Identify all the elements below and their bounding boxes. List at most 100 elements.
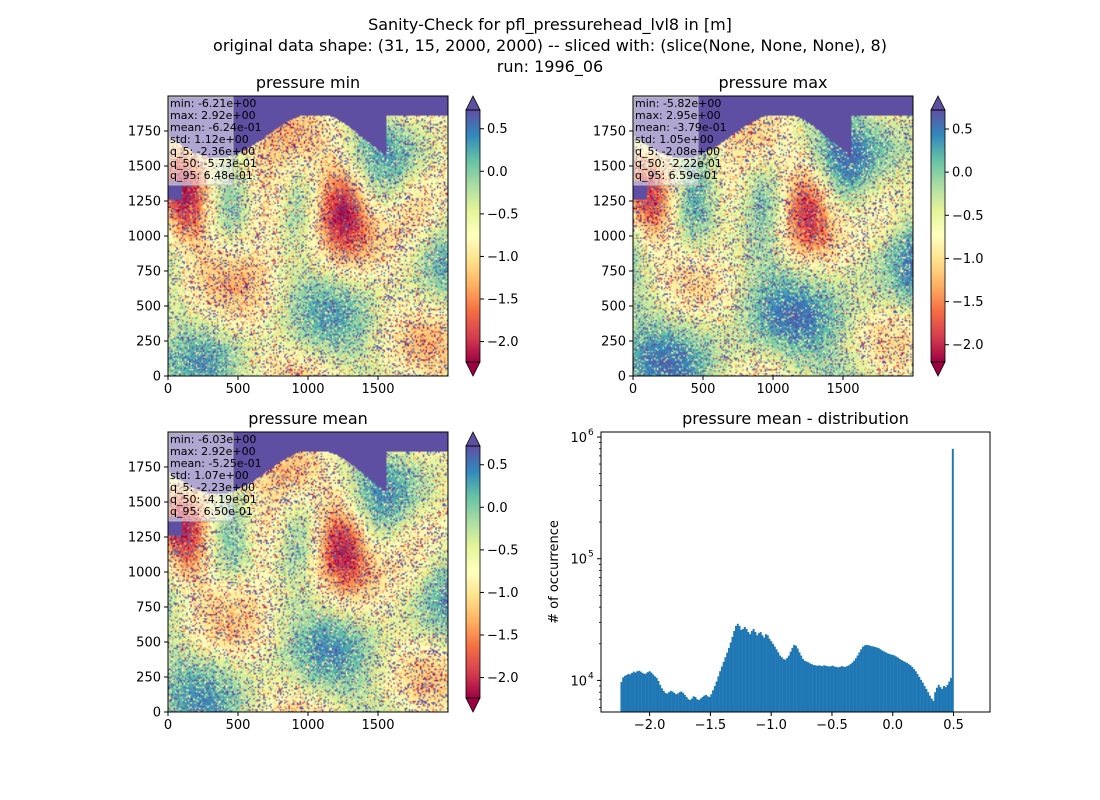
x-tick-label: 0.5 bbox=[943, 718, 964, 733]
y-tick-label: 10 bbox=[570, 431, 587, 446]
histogram-bar bbox=[809, 663, 812, 712]
histogram-bar bbox=[789, 651, 792, 712]
histogram-bar bbox=[699, 698, 702, 712]
stats-box bbox=[168, 96, 234, 186]
stats-line: std: 1.07e+00 bbox=[170, 469, 249, 482]
y-tick-exponent: 5 bbox=[588, 550, 594, 560]
histogram-bar bbox=[895, 656, 898, 712]
x-tick-label: 0.0 bbox=[882, 718, 903, 733]
histogram-bar bbox=[823, 665, 826, 712]
histogram-bar bbox=[916, 673, 919, 712]
histogram-bar bbox=[839, 666, 841, 712]
histogram-bar bbox=[835, 666, 838, 712]
histogram-bar bbox=[865, 644, 868, 712]
histogram-bar bbox=[923, 685, 926, 712]
colorbar-tick-label: −0.5 bbox=[487, 207, 519, 222]
x-tick-label: −1.0 bbox=[755, 718, 787, 733]
histogram-bar bbox=[830, 666, 833, 712]
stats-line: std: 1.12e+00 bbox=[170, 133, 249, 146]
histogram-bar bbox=[888, 653, 891, 712]
y-tick-exponent: 6 bbox=[588, 428, 594, 438]
histogram-bar bbox=[900, 660, 903, 712]
histogram-bar bbox=[941, 688, 944, 712]
histogram-bar bbox=[911, 666, 914, 712]
histogram-bar bbox=[943, 685, 945, 712]
histogram-bar bbox=[930, 698, 933, 712]
histogram-bar bbox=[828, 666, 831, 712]
colorbar-tick-label: −1.0 bbox=[487, 250, 519, 265]
histogram-bar bbox=[720, 666, 723, 712]
y-tick-label: 750 bbox=[601, 265, 626, 280]
colorbar-tick-label: −1.5 bbox=[952, 295, 984, 310]
stats-line: max: 2.92e+00 bbox=[170, 445, 256, 458]
histogram-bar bbox=[860, 649, 863, 712]
histogram-bar bbox=[814, 665, 817, 712]
histogram-bar bbox=[893, 655, 896, 712]
histogram-bar bbox=[870, 646, 873, 712]
histogram-bar bbox=[690, 698, 693, 712]
stats-line: q_95: 6.59e-01 bbox=[635, 169, 718, 182]
histogram-bar bbox=[854, 658, 857, 712]
histogram-bar bbox=[770, 641, 773, 712]
stats-line: q_50: -5.73e-01 bbox=[170, 157, 257, 170]
y-tick-label: 750 bbox=[136, 601, 161, 616]
y-tick-label: 750 bbox=[136, 265, 161, 280]
histogram-bar bbox=[851, 662, 854, 712]
histogram-bar bbox=[629, 674, 632, 712]
histogram-bar bbox=[775, 649, 778, 712]
histogram-bar bbox=[671, 691, 674, 712]
histogram-bar bbox=[638, 670, 641, 712]
histogram-bar bbox=[939, 687, 942, 712]
histogram-bar bbox=[780, 657, 783, 712]
colorbar-tick-label: −2.0 bbox=[952, 338, 984, 353]
histogram-bar bbox=[676, 693, 679, 712]
heatmap-panel-1: pressure min 0 500 1000 1500 0 250 500 750 1000 12… bbox=[128, 73, 519, 397]
histogram-bar bbox=[736, 623, 739, 712]
histogram-bar bbox=[777, 652, 780, 712]
histogram-bar bbox=[703, 695, 706, 712]
histogram-bar bbox=[653, 676, 656, 712]
y-tick-label: 1500 bbox=[128, 496, 161, 511]
histogram-bar bbox=[794, 645, 797, 712]
histogram-bar bbox=[660, 688, 663, 712]
x-tick-label: 0 bbox=[164, 718, 172, 733]
x-tick-label: 0 bbox=[629, 382, 637, 397]
histogram-bar bbox=[710, 694, 713, 712]
x-tick-label: 500 bbox=[691, 382, 716, 397]
histogram-bar bbox=[648, 671, 651, 712]
stats-line: q_5: -2.23e+00 bbox=[170, 481, 255, 494]
stats-line: min: -5.82e+00 bbox=[635, 97, 721, 110]
colorbar-tick-label: −1.5 bbox=[487, 629, 519, 644]
histogram-bar bbox=[821, 666, 824, 712]
histogram-bar bbox=[623, 675, 626, 712]
histogram-bar bbox=[791, 647, 794, 712]
colorbar: 0.5 0.0 −0.5 −1.0 −1.5 −2.0 bbox=[930, 95, 984, 377]
histogram-bar bbox=[698, 700, 700, 712]
histogram-bar bbox=[643, 673, 646, 712]
colorbar-gradient bbox=[466, 446, 480, 698]
colorbar-frame bbox=[465, 109, 481, 363]
histogram-bar bbox=[810, 664, 813, 712]
histogram-bar bbox=[622, 677, 625, 712]
histogram-bar bbox=[891, 654, 894, 712]
histogram-bar bbox=[898, 658, 901, 712]
colorbar-tick-label: 0.5 bbox=[487, 458, 508, 473]
histogram-bar bbox=[844, 666, 847, 712]
y-tick-label: 1500 bbox=[128, 160, 161, 175]
stats-line: mean: -6.24e-01 bbox=[170, 121, 262, 134]
histogram-bar bbox=[817, 665, 820, 712]
axes-frame bbox=[600, 431, 991, 713]
histogram-bar bbox=[886, 653, 889, 712]
histogram-bar bbox=[863, 645, 866, 712]
y-tick-label: 1250 bbox=[128, 531, 161, 546]
y-tick-exponent: 4 bbox=[588, 671, 594, 681]
histogram-bar bbox=[650, 672, 653, 712]
histogram-bar bbox=[634, 672, 637, 712]
colorbar-frame bbox=[930, 109, 946, 363]
figure-title-line-2: original data shape: (31, 15, 2000, 2000… bbox=[213, 36, 887, 55]
colorbar-tick-label: −0.5 bbox=[487, 543, 519, 558]
y-tick-label: 1250 bbox=[593, 195, 626, 210]
histogram-bar bbox=[713, 685, 716, 712]
histogram-bar bbox=[740, 629, 743, 712]
histogram-bar bbox=[913, 669, 916, 712]
